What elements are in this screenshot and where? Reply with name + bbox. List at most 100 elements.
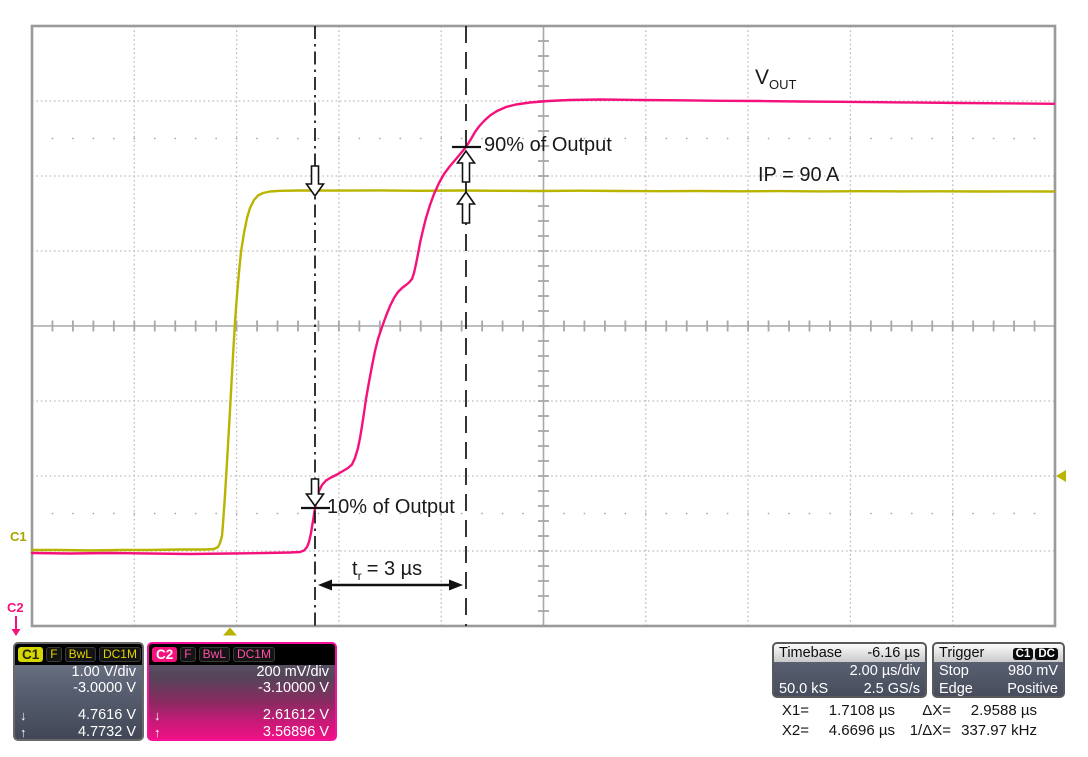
timebase-offset: -6.16 µs [867,645,920,661]
subdiv-dot-row [992,512,995,515]
trigger-mode-row: Stop 980 mV [934,662,1063,680]
subdiv-dot-row [706,512,709,515]
trigger-slope: Positive [1007,681,1058,697]
subdiv-dot-row [1013,137,1015,140]
c1-offset: -3.0000 V [73,679,136,696]
subdiv-dot-row [460,512,463,515]
subdiv-dot-row [399,512,402,515]
subdiv-dot-row [951,137,954,140]
cursor-readout: X1= 1.7108 µs ΔX= 2.9588 µs X2= 4.6696 µ… [773,701,1037,741]
timebase-header: Timebase -6.16 µs [774,644,925,662]
down-arrow-icon: ↓ [154,708,161,723]
c1-badge-f: F [46,647,62,662]
x2-label: X2= [781,721,809,739]
arrow-ip-level [455,190,477,224]
subdiv-dot-row [481,137,484,140]
c2-max-value: 3.56896 V [262,724,329,740]
subdiv-dot-row [174,512,177,515]
trigger-type: Edge [939,681,973,697]
subdiv-dot-row [522,137,524,140]
subdiv-dot-row [276,512,279,515]
subdiv-dot-row [829,137,831,140]
subdiv-dot-row [358,137,361,140]
subdiv-dot-row [317,512,320,515]
trigger-time-marker [223,627,237,636]
subdiv-dot-row [706,137,709,140]
subdiv-dot-row [419,512,422,515]
subdiv-dot-row [1033,137,1036,140]
subdiv-dot-row [869,512,872,515]
subdiv-dot-row [644,512,647,515]
c2-header: C2 F BwL DC1M [149,644,335,665]
c1-header: C1 F BwL DC1M [15,644,142,665]
timebase-descriptor-box[interactable]: Timebase -6.16 µs 2.00 µs/div 50.0 kS 2.… [772,642,927,698]
c2-badge-f: F [180,647,196,662]
x1-value: 1.7108 µs [828,701,895,719]
dx-label: ΔX= [922,701,951,719]
up-arrow-icon: ↑ [154,725,161,740]
trigger-descriptor-box[interactable]: Trigger C1 DC Stop 980 mV Edge Positive [932,642,1065,698]
subdiv-dot-row [133,137,136,140]
subdiv-dot-row [931,512,934,515]
subdiv-dot-row [849,137,852,140]
subdiv-dot-row [644,137,647,140]
subdiv-dot-row [72,137,74,140]
trigger-title: Trigger [939,645,985,661]
subdiv-dot-row [685,137,688,140]
trace-c2-vout [30,98,1056,556]
c1-vdiv: 1.00 V/div [71,664,137,680]
subdiv-dot-row [378,137,381,140]
subdiv-dot-row [808,512,811,515]
subdiv-dot-row [808,137,811,140]
cursor-row-x2: X2= 4.6696 µs 1/ΔX= 337.97 kHz [773,721,1037,741]
subdiv-dot-row [869,137,872,140]
subdiv-dot-row [112,512,115,515]
subdiv-dot-row [72,512,74,515]
down-arrow-icon: ↓ [20,708,27,723]
subdiv-dot-row [583,512,586,515]
subdiv-dot-row [563,512,565,515]
c1-chip[interactable]: C1 [18,647,44,662]
subdiv-dot-row [972,137,975,140]
subdiv-dot-row [215,512,218,515]
subdiv-dot-row [399,137,402,140]
subdiv-dot-row [665,137,668,140]
arrow-90pct [455,149,477,183]
subdiv-dot-row [317,137,320,140]
channel-c2-descriptor-box[interactable]: C2 F BwL DC1M 200 mV/div -3.10000 V ↓ 2.6… [147,642,337,741]
subdiv-dot-row [215,137,218,140]
c2-vdiv: 200 mV/div [256,664,329,680]
subdiv-dot-row [51,512,54,515]
subdiv-dot-row [890,137,893,140]
c2-chip[interactable]: C2 [152,647,178,662]
subdiv-dot-row [297,137,299,140]
trigger-mode: Stop [939,663,969,679]
timebase-samples: 50.0 kS [779,681,829,697]
subdiv-dot-row [153,512,156,515]
subdiv-dot-row [767,137,770,140]
subdiv-dot-row [951,512,954,515]
subdiv-dot-row [460,137,463,140]
subdiv-dot-row [685,512,688,515]
subdiv-dot-row [153,137,156,140]
c1-max-value: 4.7732 V [77,724,136,740]
subdiv-dot-row [931,137,934,140]
subdiv-dot-row [890,512,893,515]
subdiv-dot-row [358,512,361,515]
subdiv-dot-row [338,137,340,140]
grid-border [30,24,1057,628]
subdiv-dot-row [972,512,975,515]
invdx-label: 1/ΔX= [909,721,951,739]
c1-badge-coupling: DC1M [98,647,141,662]
channel-c1-descriptor-box[interactable]: C1 F BwL DC1M 1.00 V/div -3.0000 V ↓ 4.76… [13,642,144,741]
subdiv-dot-row [51,137,54,140]
subdiv-dot-row [583,137,586,140]
c2-zero-marker-arrow [11,629,21,636]
timebase-title: Timebase [779,645,843,661]
arrow-tr-span-left-head [318,579,332,591]
subdiv-dot-row [1013,512,1015,515]
x1-label: X1= [781,701,809,719]
timebase-perdiv: 2.00 µs/div [849,663,920,679]
subdiv-dot-row [726,512,729,515]
